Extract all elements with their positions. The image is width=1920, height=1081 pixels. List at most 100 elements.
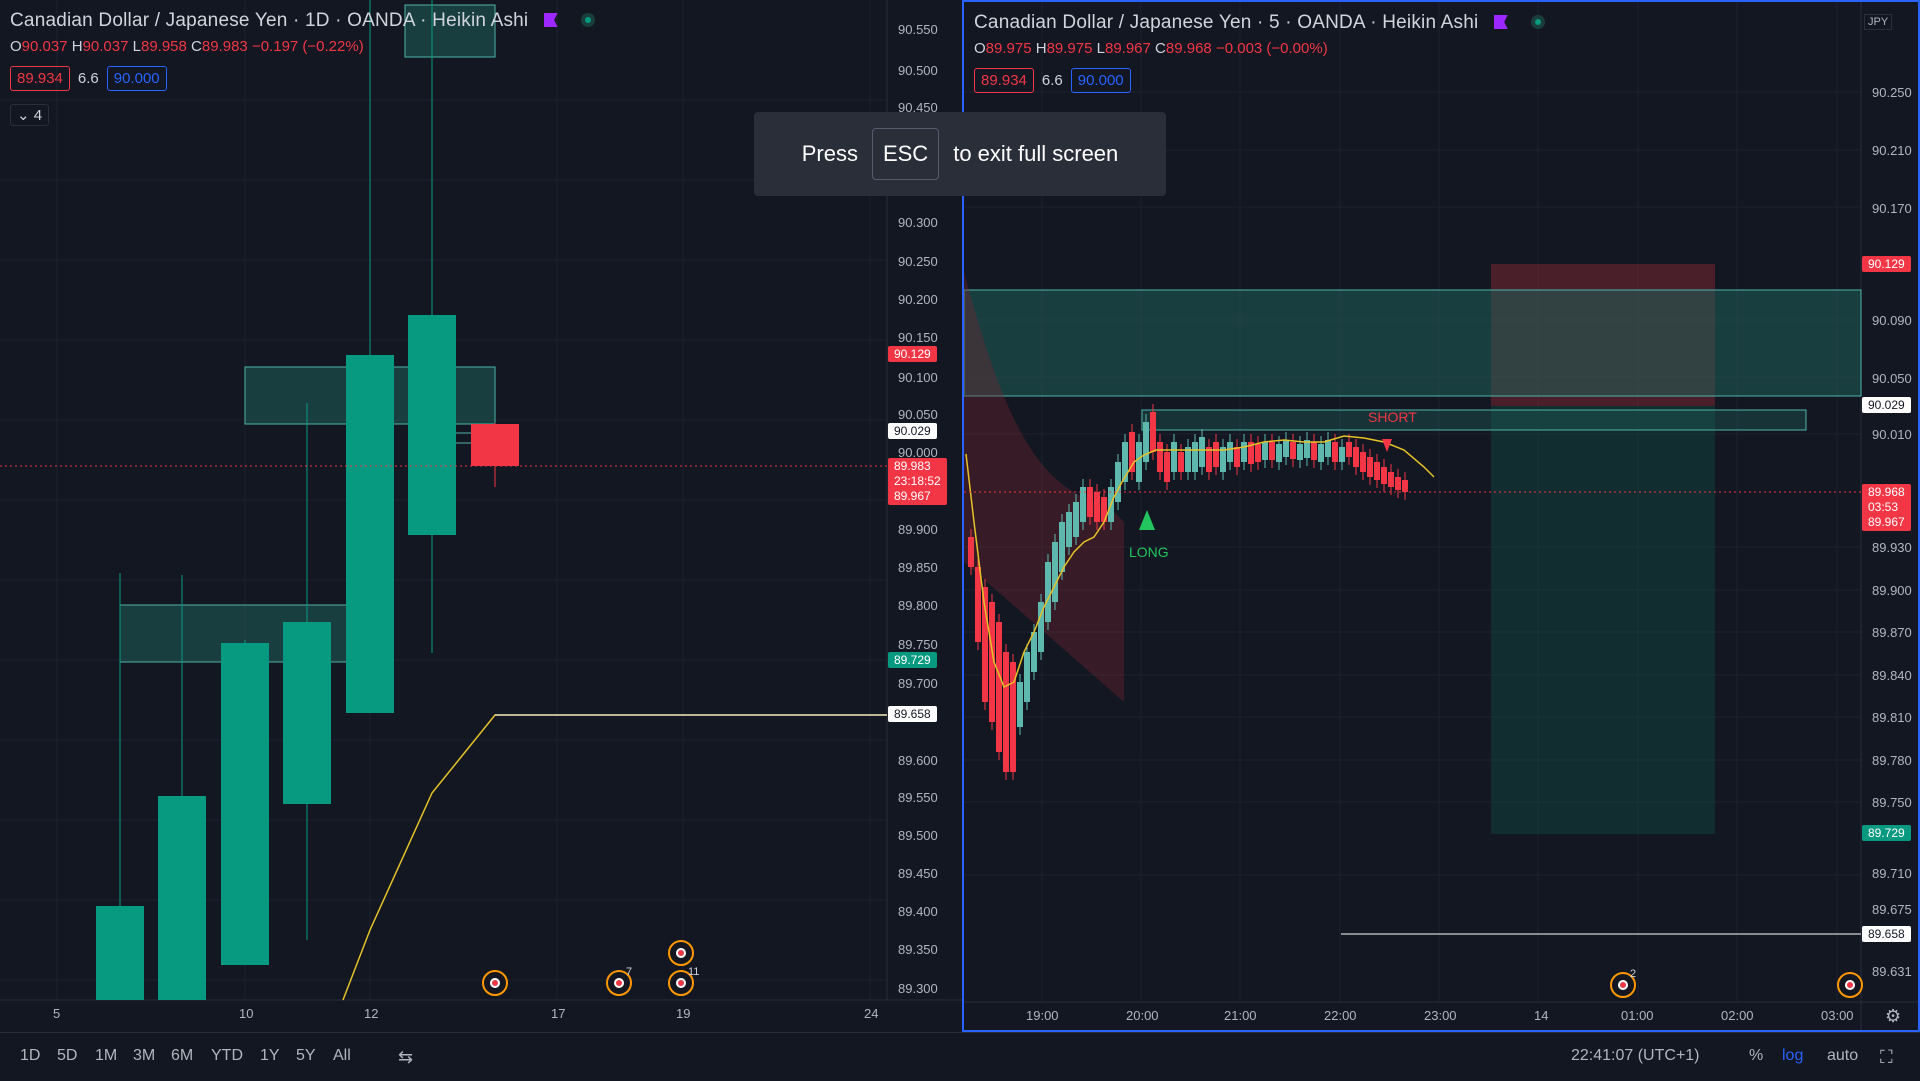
event-icon[interactable] <box>668 940 694 966</box>
candle[interactable] <box>1318 444 1324 462</box>
candle[interactable] <box>1087 487 1093 517</box>
candle[interactable] <box>1059 522 1065 572</box>
timeframe-button[interactable]: 6M <box>171 1047 194 1064</box>
candle[interactable] <box>1234 447 1240 467</box>
candle[interactable] <box>1122 442 1128 482</box>
candle[interactable] <box>1360 452 1366 472</box>
left-chart-canvas[interactable] <box>0 0 963 1032</box>
candle[interactable] <box>1192 442 1198 472</box>
candle[interactable] <box>1374 462 1380 480</box>
left-legend[interactable]: Canadian Dollar / Japanese Yen · 1D · OA… <box>10 10 595 32</box>
candle[interactable] <box>1178 452 1184 472</box>
date-range-icon[interactable]: ⇆ <box>398 1047 414 1067</box>
candle[interactable] <box>1206 447 1212 472</box>
candle[interactable] <box>1045 562 1051 622</box>
right-symbol-title[interactable]: Canadian Dollar / Japanese Yen · 5 · OAN… <box>974 12 1479 33</box>
candle[interactable] <box>283 622 331 804</box>
market-status-icon[interactable] <box>580 13 595 27</box>
candle[interactable] <box>1367 457 1373 477</box>
indicators-collapse-button[interactable]: ⌄ 4 <box>10 104 50 126</box>
candle[interactable] <box>1283 440 1289 457</box>
log-toggle[interactable]: log <box>1782 1047 1804 1064</box>
right-legend[interactable]: Canadian Dollar / Japanese Yen · 5 · OAN… <box>974 12 1545 34</box>
candle[interactable] <box>1080 487 1086 522</box>
candle[interactable] <box>1199 437 1205 467</box>
buy-price-button[interactable]: 90.000 <box>1070 68 1131 93</box>
buy-price-button[interactable]: 90.000 <box>106 66 167 91</box>
candle[interactable] <box>1248 442 1254 464</box>
right-candles[interactable] <box>968 404 1408 780</box>
event-icon[interactable] <box>606 970 632 996</box>
candle[interactable] <box>1381 467 1387 484</box>
candle[interactable] <box>1402 480 1408 492</box>
candle[interactable] <box>996 622 1002 752</box>
candle[interactable] <box>1332 442 1338 462</box>
candle[interactable] <box>158 796 206 1000</box>
candle[interactable] <box>1017 682 1023 727</box>
market-status-icon[interactable] <box>1530 15 1545 29</box>
candle[interactable] <box>1241 442 1247 462</box>
candle[interactable] <box>1185 447 1191 472</box>
candle[interactable] <box>1157 442 1163 472</box>
candle[interactable] <box>1052 542 1058 602</box>
candle[interactable] <box>1255 444 1261 462</box>
candle[interactable] <box>1304 440 1310 458</box>
candle[interactable] <box>1346 442 1352 457</box>
candle[interactable] <box>1066 512 1072 547</box>
candle[interactable] <box>982 587 988 702</box>
auto-toggle[interactable]: auto <box>1827 1047 1859 1064</box>
timeframe-button[interactable]: 5D <box>57 1047 78 1064</box>
flag-icon[interactable] <box>1493 15 1508 29</box>
candle[interactable] <box>1269 442 1275 460</box>
percent-toggle[interactable]: % <box>1749 1047 1764 1064</box>
left-symbol-title[interactable]: Canadian Dollar / Japanese Yen · 1D · OA… <box>10 10 529 31</box>
candle[interactable] <box>1010 662 1016 772</box>
left-candles[interactable] <box>96 0 519 1000</box>
candle[interactable] <box>1388 472 1394 487</box>
candle[interactable] <box>1311 442 1317 460</box>
timeframe-button[interactable]: 1M <box>95 1047 118 1064</box>
sell-price-button[interactable]: 89.934 <box>10 66 70 91</box>
candle[interactable] <box>1353 447 1359 467</box>
candle[interactable] <box>1276 444 1282 462</box>
candle[interactable] <box>221 643 269 965</box>
candle[interactable] <box>1227 442 1233 462</box>
candle[interactable] <box>1220 447 1226 472</box>
candle[interactable] <box>1073 502 1079 537</box>
timeframe-button[interactable]: All <box>333 1047 351 1064</box>
timeframe-button[interactable]: YTD <box>211 1047 243 1064</box>
candle[interactable] <box>1325 440 1331 457</box>
settings-gear-icon[interactable]: ⚙ <box>1885 1006 1902 1026</box>
timeframe-button[interactable]: 1Y <box>260 1047 280 1064</box>
right-small-zone[interactable] <box>1141 409 1807 431</box>
candle[interactable] <box>1031 632 1037 672</box>
top-zone-box[interactable] <box>404 4 496 58</box>
candle[interactable] <box>968 537 974 567</box>
right-chart-pane[interactable]: LONG SHORT Canadian Dollar / Japanese Ye… <box>962 0 1920 1032</box>
candle[interactable] <box>1136 442 1142 482</box>
right-supply-zone[interactable] <box>964 289 1862 397</box>
candle[interactable] <box>1150 412 1156 452</box>
candle[interactable] <box>1297 444 1303 460</box>
event-icon[interactable] <box>668 970 694 996</box>
candle[interactable] <box>1101 497 1107 522</box>
candle[interactable] <box>1262 442 1268 460</box>
timeframe-button[interactable]: 1D <box>20 1047 41 1064</box>
candle[interactable] <box>1164 452 1170 482</box>
fullscreen-icon[interactable]: ⛶ <box>1880 1047 1893 1067</box>
candle[interactable] <box>989 602 995 722</box>
timeframe-button[interactable]: 3M <box>133 1047 156 1064</box>
candle[interactable] <box>1143 422 1149 462</box>
sell-price-button[interactable]: 89.934 <box>974 68 1034 93</box>
timeframe-button[interactable]: 5Y <box>296 1047 316 1064</box>
clock-display[interactable]: 22:41:07 (UTC+1) <box>1571 1047 1700 1064</box>
short-position-target-area[interactable] <box>1491 406 1715 834</box>
candle[interactable] <box>346 355 394 713</box>
candle[interactable] <box>1339 447 1345 462</box>
event-icon[interactable] <box>1610 972 1636 998</box>
candle[interactable] <box>471 424 519 466</box>
left-chart-pane[interactable]: Canadian Dollar / Japanese Yen · 1D · OA… <box>0 0 963 1032</box>
flag-icon[interactable] <box>543 13 558 27</box>
currency-button[interactable]: JPY <box>1864 14 1893 30</box>
candle[interactable] <box>1038 602 1044 652</box>
